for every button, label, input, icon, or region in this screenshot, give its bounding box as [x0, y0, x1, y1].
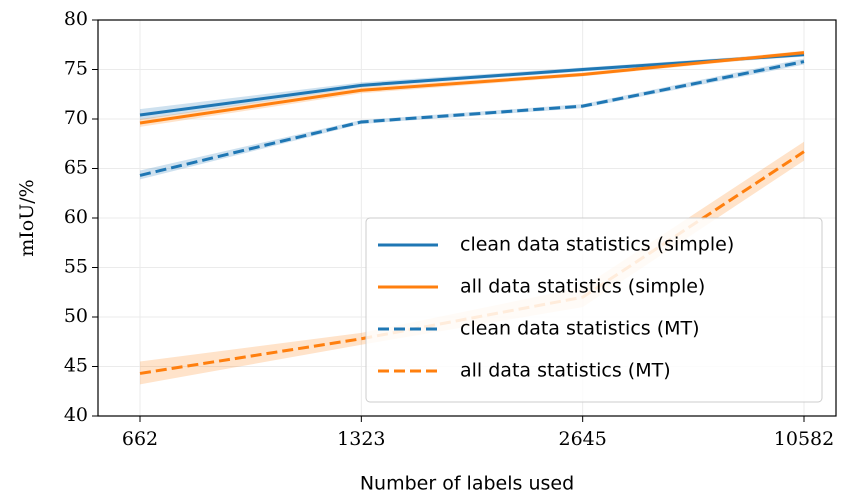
y-tick-label: 65 — [64, 157, 88, 179]
y-tick-label: 60 — [64, 206, 88, 228]
legend-label: all data statistics (MT) — [460, 360, 671, 382]
series-line — [139, 60, 805, 177]
y-tick-label: 55 — [64, 256, 88, 278]
y-tick-label: 75 — [64, 58, 88, 80]
x-tick-label: 2645 — [558, 428, 606, 450]
x-tick-label: 10582 — [774, 428, 834, 450]
x-axis-label: Number of labels used — [360, 473, 574, 495]
x-tick-label: 662 — [122, 428, 158, 450]
series-line — [139, 51, 805, 125]
y-tick-label: 70 — [64, 107, 88, 129]
legend-label: all data statistics (simple) — [460, 276, 705, 298]
y-tick-label: 80 — [64, 8, 88, 30]
confidence-band — [140, 141, 804, 385]
legend-box — [365, 217, 823, 403]
axes-frame — [97, 19, 837, 417]
y-tick-label: 45 — [64, 355, 88, 377]
legend-label: clean data statistics (simple) — [460, 234, 734, 256]
x-tick-label: 1323 — [337, 428, 385, 450]
y-axis-label: mIoU/% — [16, 179, 38, 256]
y-tick-label: 40 — [64, 404, 88, 426]
legend-label: clean data statistics (MT) — [460, 318, 700, 340]
y-tick-label: 50 — [64, 305, 88, 327]
